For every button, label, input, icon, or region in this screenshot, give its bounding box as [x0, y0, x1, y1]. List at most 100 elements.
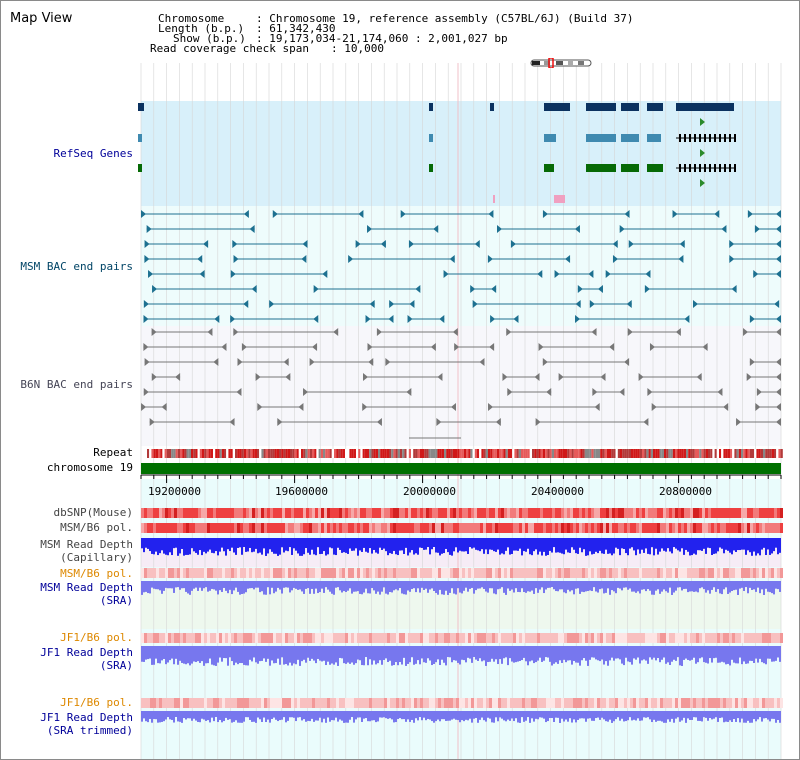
polymorphism-cell: [273, 568, 276, 578]
polymorphism-cell: [657, 568, 660, 578]
read-depth-bar: [419, 711, 421, 718]
read-depth-bar: [609, 538, 611, 554]
read-depth-bar: [521, 581, 523, 589]
read-depth-bar: [393, 711, 395, 723]
read-depth-bar: [437, 538, 439, 553]
polymorphism-cell: [402, 698, 405, 708]
polymorphism-cell: [756, 508, 759, 518]
read-depth-bar: [709, 538, 711, 549]
read-depth-bar: [179, 711, 181, 722]
repeat-block: [208, 449, 211, 458]
read-depth-bar: [459, 711, 461, 723]
repeat-block: [681, 449, 684, 458]
read-depth-bar: [535, 581, 537, 589]
polymorphism-cell: [405, 633, 408, 643]
read-depth-bar: [213, 646, 215, 666]
read-depth-bar: [183, 581, 185, 589]
repeat-block: [294, 449, 297, 458]
read-depth-bar: [517, 538, 519, 551]
read-depth-bar: [747, 646, 749, 664]
polymorphism-cell: [366, 568, 369, 578]
polymorphism-cell: [507, 508, 510, 518]
read-depth-bar: [341, 538, 343, 553]
chromosome-ideogram[interactable]: [530, 53, 592, 69]
read-depth-bar: [663, 711, 665, 723]
polymorphism-cell: [363, 523, 366, 533]
polymorphism-cell: [669, 698, 672, 708]
polymorphism-cell: [378, 633, 381, 643]
polymorphism-cell: [165, 633, 168, 643]
read-depth-bar: [727, 646, 729, 664]
bac-end: [175, 373, 181, 381]
polymorphism-cell: [264, 698, 267, 708]
bac-end: [702, 343, 708, 351]
polymorphism-cell: [642, 698, 645, 708]
read-depth-bar: [339, 711, 341, 720]
polymorphism-cell: [234, 508, 237, 518]
read-depth-bar: [621, 711, 623, 719]
polymorphism-cell: [180, 523, 183, 533]
repeat-block: [437, 449, 440, 458]
read-depth-bar: [237, 711, 239, 723]
read-depth-bar: [391, 581, 393, 593]
polymorphism-cell: [465, 508, 468, 518]
bac-end: [385, 358, 391, 366]
read-depth-bar: [501, 538, 503, 554]
polymorphism-cell: [249, 508, 252, 518]
read-depth-bar: [769, 711, 771, 722]
polymorphism-cell: [441, 633, 444, 643]
read-depth-bar: [335, 581, 337, 588]
read-depth-bar: [595, 581, 597, 592]
read-depth-bar: [269, 646, 271, 666]
polymorphism-cell: [540, 568, 543, 578]
polymorphism-cell: [603, 508, 606, 518]
polymorphism-cell: [162, 568, 165, 578]
polymorphism-cell: [675, 568, 678, 578]
read-depth-bar: [429, 711, 431, 720]
read-depth-bar: [381, 538, 383, 550]
read-depth-bar: [407, 538, 409, 556]
repeat-block: [298, 449, 301, 458]
read-depth-bar: [189, 581, 191, 595]
repeat-block: [591, 449, 594, 458]
read-depth-bar: [449, 646, 451, 658]
read-depth-bar: [223, 581, 225, 588]
read-depth-bar: [597, 581, 599, 593]
read-depth-bar: [253, 538, 255, 552]
read-depth-bar: [561, 538, 563, 554]
read-depth-bar: [565, 581, 567, 594]
read-depth-bar: [639, 538, 641, 554]
polymorphism-cell: [480, 523, 483, 533]
repeat-block: [283, 449, 286, 458]
polymorphism-cell: [621, 508, 624, 518]
read-depth-bar: [173, 581, 175, 593]
bac-end: [272, 210, 278, 218]
read-depth-bar: [177, 581, 179, 588]
polymorphism-cell: [219, 568, 222, 578]
read-depth-bar: [733, 538, 735, 551]
read-depth-bar: [507, 538, 509, 548]
bac-end: [141, 210, 147, 218]
polymorphism-cell: [267, 698, 270, 708]
polymorphism-cell: [576, 633, 579, 643]
read-depth-bar: [717, 646, 719, 663]
repeat-block: [441, 449, 444, 458]
read-depth-bar: [359, 646, 361, 661]
read-depth-bar: [485, 711, 487, 722]
polymorphism-cell: [483, 508, 486, 518]
read-depth-bar: [745, 711, 747, 723]
polymorphism-cell: [330, 523, 333, 533]
read-depth-bar: [563, 646, 565, 660]
polymorphism-cell: [552, 568, 555, 578]
polymorphism-cell: [189, 698, 192, 708]
read-depth-bar: [495, 646, 497, 660]
read-depth-bar: [597, 646, 599, 661]
polymorphism-cell: [267, 523, 270, 533]
read-depth-bar: [397, 646, 399, 666]
polymorphism-cell: [456, 523, 459, 533]
read-depth-bar: [743, 538, 745, 550]
polymorphism-cell: [243, 633, 246, 643]
gene-exon: [714, 164, 716, 172]
polymorphism-cell: [462, 508, 465, 518]
